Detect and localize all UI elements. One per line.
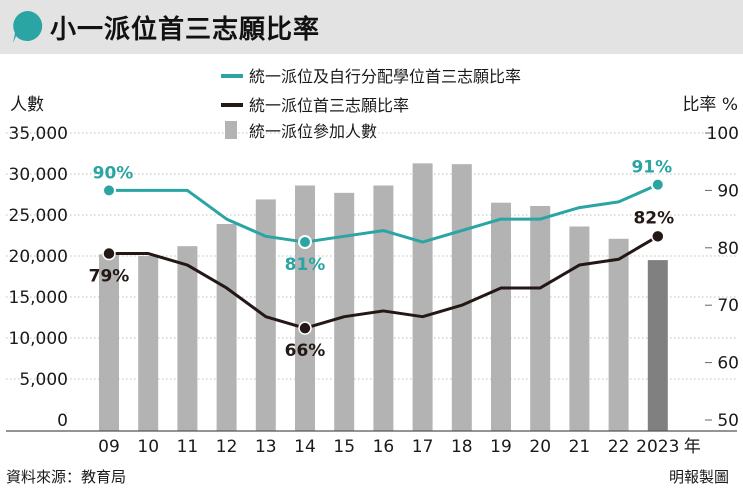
- legend-swatch-bar: [225, 121, 237, 139]
- bar-participants: [608, 238, 629, 431]
- y-right-tick-label: 60: [717, 354, 739, 374]
- y-left-axis-label: 人數: [10, 95, 44, 115]
- x-tick-label: 09: [98, 437, 120, 457]
- data-label: 81%: [285, 255, 326, 275]
- bars: [99, 163, 668, 431]
- x-tick-label: 17: [412, 437, 434, 457]
- point-marker-all: [298, 235, 312, 250]
- bar-participants: [412, 163, 433, 431]
- bar-participants: [99, 254, 119, 431]
- y-right-tick-label: 90: [717, 181, 739, 201]
- data-label: 91%: [631, 158, 672, 178]
- axes: 0 5,000 10,000 15,000 20,000 25,000 30,000 35,0…: [6, 95, 739, 457]
- source-note: 資料來源：教育局: [6, 468, 127, 486]
- labels: 90% 81% 91% 79% 66% 82%: [89, 158, 675, 362]
- point-marker-all: [102, 183, 116, 198]
- x-tick-label: 19: [490, 437, 512, 457]
- y-right-tick-label: 50: [717, 411, 739, 431]
- y-left-tick-label: 35,000: [9, 124, 68, 144]
- x-axis-unit: 年: [684, 437, 701, 457]
- y-left-tick-label: 25,000: [9, 206, 68, 226]
- point-marker-central: [102, 246, 116, 261]
- y-left-tick-label: 20,000: [9, 247, 68, 267]
- y-right-tick-label: 80: [717, 239, 739, 259]
- x-tick-label: 11: [177, 437, 199, 457]
- y-left-tick-label: 15,000: [9, 288, 68, 308]
- bar-participants: [530, 205, 551, 431]
- y-right-tick-label: 70: [717, 296, 739, 316]
- bar-participants: [491, 202, 511, 431]
- bar-participants: [569, 226, 590, 431]
- speech-bubble-icon: [13, 10, 43, 43]
- bar-participants: [216, 224, 237, 431]
- x-tick-label: 2023: [636, 437, 679, 457]
- credit-note: 明報製圖: [668, 468, 729, 486]
- bar-participants: [295, 185, 315, 431]
- data-label: 66%: [285, 341, 326, 361]
- bar-participants: [647, 260, 668, 431]
- bar-participants: [373, 185, 394, 431]
- bar-participants: [451, 164, 472, 431]
- x-tick-label: 14: [294, 437, 316, 457]
- bar-participants: [334, 192, 355, 431]
- data-label: 90%: [93, 163, 134, 183]
- legend-label: 統一派位參加人數: [249, 122, 377, 141]
- lines: [102, 177, 665, 335]
- title-bar: 小一派位首三志願比率: [0, 0, 743, 54]
- y-right-tick-label: 100: [707, 124, 739, 144]
- y-left-tick-label: 0: [57, 411, 68, 431]
- x-tick-label: 12: [216, 437, 238, 457]
- y-left-tick-label: 30,000: [9, 165, 68, 185]
- line-all-allocation: [109, 183, 659, 244]
- x-tick-label: 20: [529, 437, 551, 457]
- x-tick-label: 18: [451, 437, 473, 457]
- chart-title: 小一派位首三志願比率: [50, 15, 321, 45]
- x-tick-label: 22: [608, 437, 630, 457]
- point-marker-central: [651, 229, 665, 244]
- y-left-tick-label: 5,000: [19, 370, 68, 390]
- x-tick-label: 21: [569, 437, 591, 457]
- legend-label: 統一派位及自行分配學位首三志願比率: [249, 67, 521, 86]
- x-tick-label: 16: [373, 437, 395, 457]
- line-central-allocation: [109, 235, 659, 330]
- bar-participants: [177, 246, 198, 431]
- data-label: 79%: [89, 267, 130, 287]
- x-tick-label: 10: [137, 437, 159, 457]
- bar-participants: [138, 256, 159, 431]
- y-right-axis-label: 比率 %: [682, 95, 738, 115]
- legend-label: 統一派位首三志願比率: [249, 96, 409, 115]
- y-left-tick-label: 10,000: [9, 329, 68, 349]
- point-marker-central: [298, 321, 312, 335]
- x-tick-label: 13: [255, 437, 277, 457]
- x-tick-label: 15: [333, 437, 355, 457]
- data-label: 82%: [633, 208, 674, 228]
- point-marker-all: [650, 177, 665, 192]
